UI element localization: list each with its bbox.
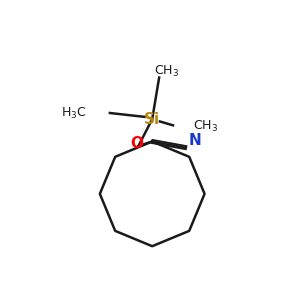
Text: CH$_3$: CH$_3$ [193, 119, 218, 134]
Text: O: O [130, 136, 143, 151]
Text: CH$_3$: CH$_3$ [154, 64, 179, 79]
Text: N: N [189, 133, 202, 148]
Text: Si: Si [144, 112, 160, 127]
Text: H$_3$C: H$_3$C [61, 105, 87, 121]
